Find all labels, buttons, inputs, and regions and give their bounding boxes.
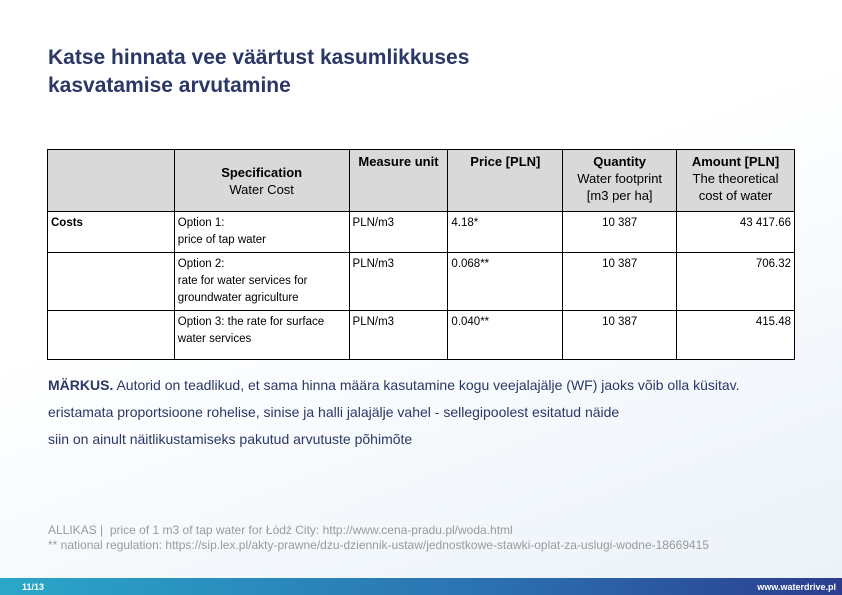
title: Katse hinnata vee väärtust kasumlikkuses… bbox=[48, 44, 469, 100]
note-text: Autorid on teadlikud, et sama hinna määr… bbox=[116, 377, 740, 393]
header-label: Amount [PLN] bbox=[691, 154, 780, 169]
header-sub: Water footprint [m3 per ha] bbox=[577, 171, 663, 203]
header-label: Specification bbox=[221, 164, 303, 180]
header-cell: Amount [PLN] The theoretical cost of wate… bbox=[676, 149, 795, 212]
group-cell: Costs bbox=[47, 211, 175, 253]
header-sub: The theoretical cost of water bbox=[692, 171, 779, 203]
table-cell: 706.32 bbox=[676, 252, 795, 311]
group-cell bbox=[47, 310, 175, 360]
table-cell: 4.18* bbox=[447, 211, 564, 253]
header-cell: Specification Water Cost bbox=[173, 149, 350, 212]
note-label: MÄRKUS. bbox=[48, 377, 114, 393]
table-cell: Option 2: rate for water services for gr… bbox=[173, 252, 350, 311]
header-cell: Measure unit bbox=[348, 149, 449, 212]
note-line: siin on ainult näitlikustamiseks pakutud… bbox=[48, 431, 413, 447]
table-cell: 415.48 bbox=[676, 310, 795, 360]
table-cell: Option 3: the rate for surface water ser… bbox=[173, 310, 350, 360]
table-cell: PLN/m3 bbox=[348, 252, 449, 311]
header-cell: Price [PLN] bbox=[447, 149, 564, 212]
table-cell: PLN/m3 bbox=[348, 310, 449, 360]
table-row: Option 3: the rate for surface water ser… bbox=[47, 310, 795, 360]
header-sub: Water Cost bbox=[229, 181, 294, 197]
header-label: Quantity bbox=[593, 154, 647, 169]
table-cell: 0.040** bbox=[447, 310, 564, 360]
table-row: Costs Option 1: price of tap water PLN/m3 4… bbox=[47, 211, 795, 253]
table-row: Option 2: rate for water services for gr… bbox=[47, 252, 795, 311]
source-line: ALLIKAS | price of 1 m3 of tap water for… bbox=[48, 523, 709, 538]
footer-bar: 11/13 www.waterdrive.pl bbox=[0, 578, 842, 595]
header-cell: Quantity Water footprint [m3 per ha] bbox=[562, 149, 678, 212]
source-text: price of 1 m3 of tap water for Łódź City… bbox=[109, 523, 513, 537]
source: ALLIKAS | price of 1 m3 of tap water for… bbox=[48, 523, 709, 553]
page-number: 11/13 bbox=[22, 582, 45, 592]
note-line: eristamata proportsioone rohelise, sinis… bbox=[48, 404, 620, 420]
note-line: MÄRKUS. Autorid on teadlikud, et sama hi… bbox=[48, 372, 740, 399]
table-cell: 10 387 bbox=[562, 310, 678, 360]
title-line: Katse hinnata vee väärtust kasumlikkuses bbox=[48, 46, 470, 69]
table-cell: 10 387 bbox=[562, 252, 678, 311]
note: MÄRKUS. Autorid on teadlikud, et sama hi… bbox=[48, 372, 740, 453]
table-cell: 10 387 bbox=[562, 211, 678, 253]
group-cell bbox=[47, 252, 175, 311]
table-cell: Option 1: price of tap water bbox=[173, 211, 350, 253]
header-label: Price [PLN] bbox=[470, 154, 541, 169]
table-cell: PLN/m3 bbox=[348, 211, 449, 253]
header-row: Specification Water Cost Measure unit Pri… bbox=[47, 149, 795, 212]
title-line: kasvatamise arvutamine bbox=[48, 74, 291, 97]
table-cell: 43 417.66 bbox=[676, 211, 795, 253]
cost-table: Specification Water Cost Measure unit Pri… bbox=[47, 149, 795, 360]
source-label: ALLIKAS | bbox=[48, 523, 104, 537]
table-cell: 0.068** bbox=[447, 252, 564, 311]
header-cell bbox=[47, 149, 175, 212]
header-label: Measure unit bbox=[358, 154, 439, 169]
source-line: ** national regulation: https://sip.lex.… bbox=[48, 538, 710, 552]
footer-url: www.waterdrive.pl bbox=[757, 582, 836, 592]
